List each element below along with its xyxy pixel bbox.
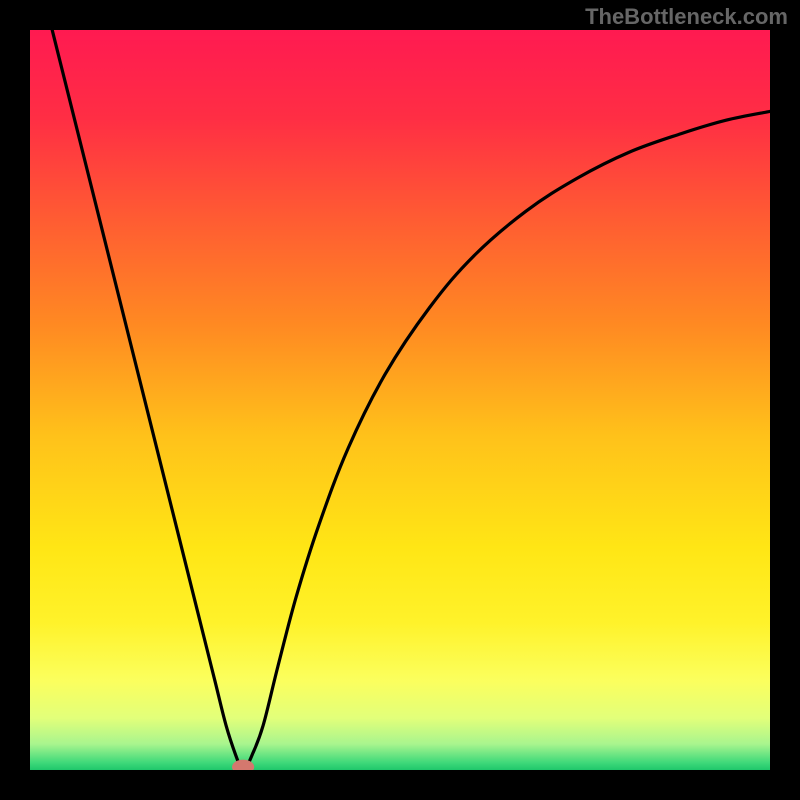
plot-area (30, 30, 770, 770)
chart-container: TheBottleneck.com (0, 0, 800, 800)
attribution-label: TheBottleneck.com (585, 4, 788, 30)
